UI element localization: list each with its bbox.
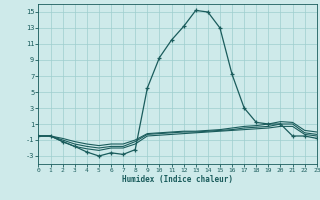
X-axis label: Humidex (Indice chaleur): Humidex (Indice chaleur) [122, 175, 233, 184]
